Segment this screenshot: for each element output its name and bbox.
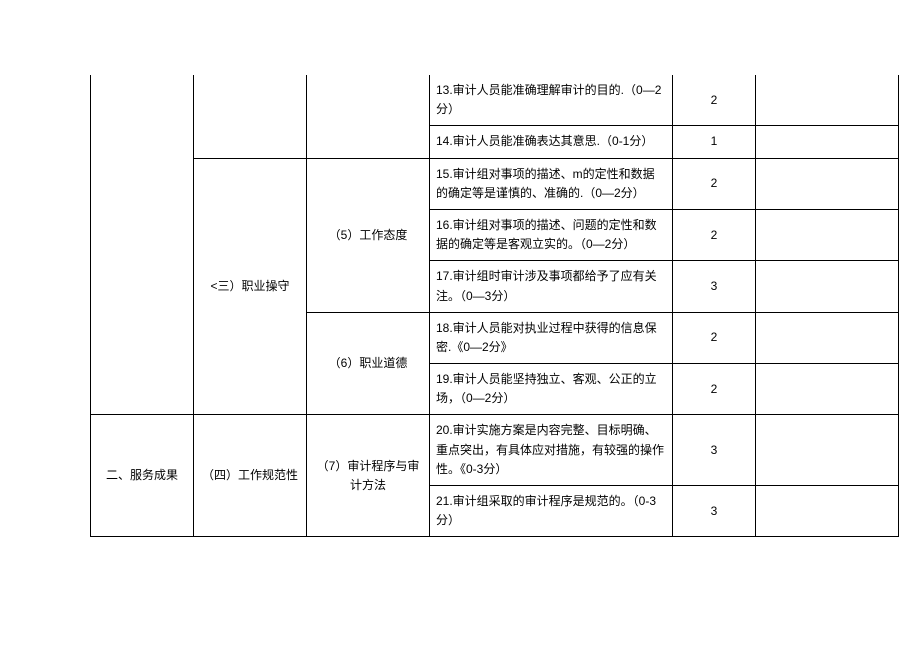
criteria-score: 3 (673, 486, 756, 537)
subcat-morality: （6）职业道德 (307, 312, 430, 415)
criteria-score: 2 (673, 209, 756, 260)
criteria-score: 2 (673, 312, 756, 363)
cell-blank (756, 486, 899, 537)
cell-blank (756, 261, 899, 312)
category-workspec: （四）工作规范性 (194, 415, 307, 537)
criteria-score: 3 (673, 261, 756, 312)
criteria-score: 2 (673, 364, 756, 415)
criteria-desc: 14.审计人员能准确表达其意思.（0-1分） (430, 126, 673, 158)
table-row: <三）职业操守 （5）工作态度 15.审计组对事项的描述、m的定性和数据的确定等… (91, 158, 899, 209)
cell-blank (756, 126, 899, 158)
criteria-score: 1 (673, 126, 756, 158)
criteria-score: 2 (673, 158, 756, 209)
criteria-desc: 17.审计组时审计涉及事项都给予了应有关注。（0—3分） (430, 261, 673, 312)
section-results: 二、服务成果 (91, 415, 194, 537)
cell-blank (756, 158, 899, 209)
criteria-desc: 21.审计组采取的审计程序是规范的。（0-3分） (430, 486, 673, 537)
cell-blank (307, 75, 430, 158)
category-ethics: <三）职业操守 (194, 158, 307, 415)
criteria-desc: 16.审计组对事项的描述、问题的定性和数据的确定等是客观立实的。（0—2分） (430, 209, 673, 260)
criteria-desc: 15.审计组对事项的描述、m的定性和数据的确定等是谨慎的、准确的.（0—2分） (430, 158, 673, 209)
cell-blank (756, 75, 899, 126)
criteria-score: 2 (673, 75, 756, 126)
criteria-desc: 13.审计人员能准确理解审计的目的.（0—2分） (430, 75, 673, 126)
cell-blank (91, 75, 194, 415)
criteria-desc: 20.审计实施方案是内容完整、目标明确、重点突出，有具体应对措施，有较强的操作性… (430, 415, 673, 486)
criteria-desc: 19.审计人员能坚持独立、客观、公正的立场，（0—2分） (430, 364, 673, 415)
cell-blank (194, 75, 307, 158)
subcat-attitude: （5）工作态度 (307, 158, 430, 312)
criteria-desc: 18.审计人员能对执业过程中获得的信息保密.《0—2分》 (430, 312, 673, 363)
subcat-procedure: （7）审计程序与审计方法 (307, 415, 430, 537)
table-row: 13.审计人员能准确理解审计的目的.（0—2分） 2 (91, 75, 899, 126)
document-page: 13.审计人员能准确理解审计的目的.（0—2分） 2 14.审计人员能准确表达其… (0, 0, 920, 567)
cell-blank (756, 415, 899, 486)
evaluation-table: 13.审计人员能准确理解审计的目的.（0—2分） 2 14.审计人员能准确表达其… (90, 75, 899, 537)
cell-blank (756, 364, 899, 415)
cell-blank (756, 312, 899, 363)
table-row: 二、服务成果 （四）工作规范性 （7）审计程序与审计方法 20.审计实施方案是内… (91, 415, 899, 486)
cell-blank (756, 209, 899, 260)
criteria-score: 3 (673, 415, 756, 486)
